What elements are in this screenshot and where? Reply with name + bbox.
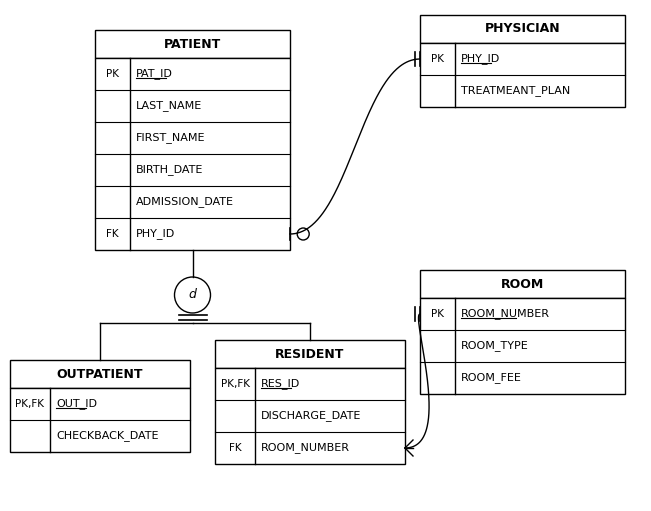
Text: PHY_ID: PHY_ID <box>136 228 175 240</box>
Text: FK: FK <box>106 229 119 239</box>
Bar <box>215 340 405 368</box>
Bar <box>10 388 190 452</box>
Bar <box>10 360 190 388</box>
Text: PK,FK: PK,FK <box>221 379 249 389</box>
Text: TREATMEANT_PLAN: TREATMEANT_PLAN <box>461 85 570 97</box>
Bar <box>95 30 290 58</box>
Text: ROOM_FEE: ROOM_FEE <box>461 373 522 383</box>
Text: ADMISSION_DATE: ADMISSION_DATE <box>136 197 234 207</box>
Text: PHY_ID: PHY_ID <box>461 54 500 64</box>
Text: ROOM_TYPE: ROOM_TYPE <box>461 340 529 352</box>
Text: FK: FK <box>229 443 242 453</box>
Bar <box>420 298 625 394</box>
Text: LAST_NAME: LAST_NAME <box>136 101 202 111</box>
Bar <box>215 368 405 464</box>
Text: PK,FK: PK,FK <box>16 399 44 409</box>
Text: PK: PK <box>106 69 119 79</box>
Text: OUT_ID: OUT_ID <box>56 399 97 409</box>
Text: OUTPATIENT: OUTPATIENT <box>57 367 143 381</box>
Text: ROOM_NUMBER: ROOM_NUMBER <box>461 309 550 319</box>
Text: ROOM: ROOM <box>501 277 544 290</box>
Text: DISCHARGE_DATE: DISCHARGE_DATE <box>261 410 361 422</box>
Bar <box>420 270 625 298</box>
Text: FIRST_NAME: FIRST_NAME <box>136 132 206 144</box>
Text: ROOM_NUMBER: ROOM_NUMBER <box>261 443 350 453</box>
Text: PHYSICIAN: PHYSICIAN <box>485 22 561 35</box>
Text: RESIDENT: RESIDENT <box>275 347 344 360</box>
Text: BIRTH_DATE: BIRTH_DATE <box>136 165 203 175</box>
Bar <box>420 43 625 107</box>
Text: d: d <box>189 289 197 301</box>
Text: RES_ID: RES_ID <box>261 379 300 389</box>
Text: CHECKBACK_DATE: CHECKBACK_DATE <box>56 431 158 442</box>
Text: PK: PK <box>431 309 444 319</box>
Bar <box>95 58 290 250</box>
Text: PK: PK <box>431 54 444 64</box>
Text: PATIENT: PATIENT <box>164 37 221 51</box>
Text: PAT_ID: PAT_ID <box>136 68 173 79</box>
Bar <box>420 15 625 43</box>
